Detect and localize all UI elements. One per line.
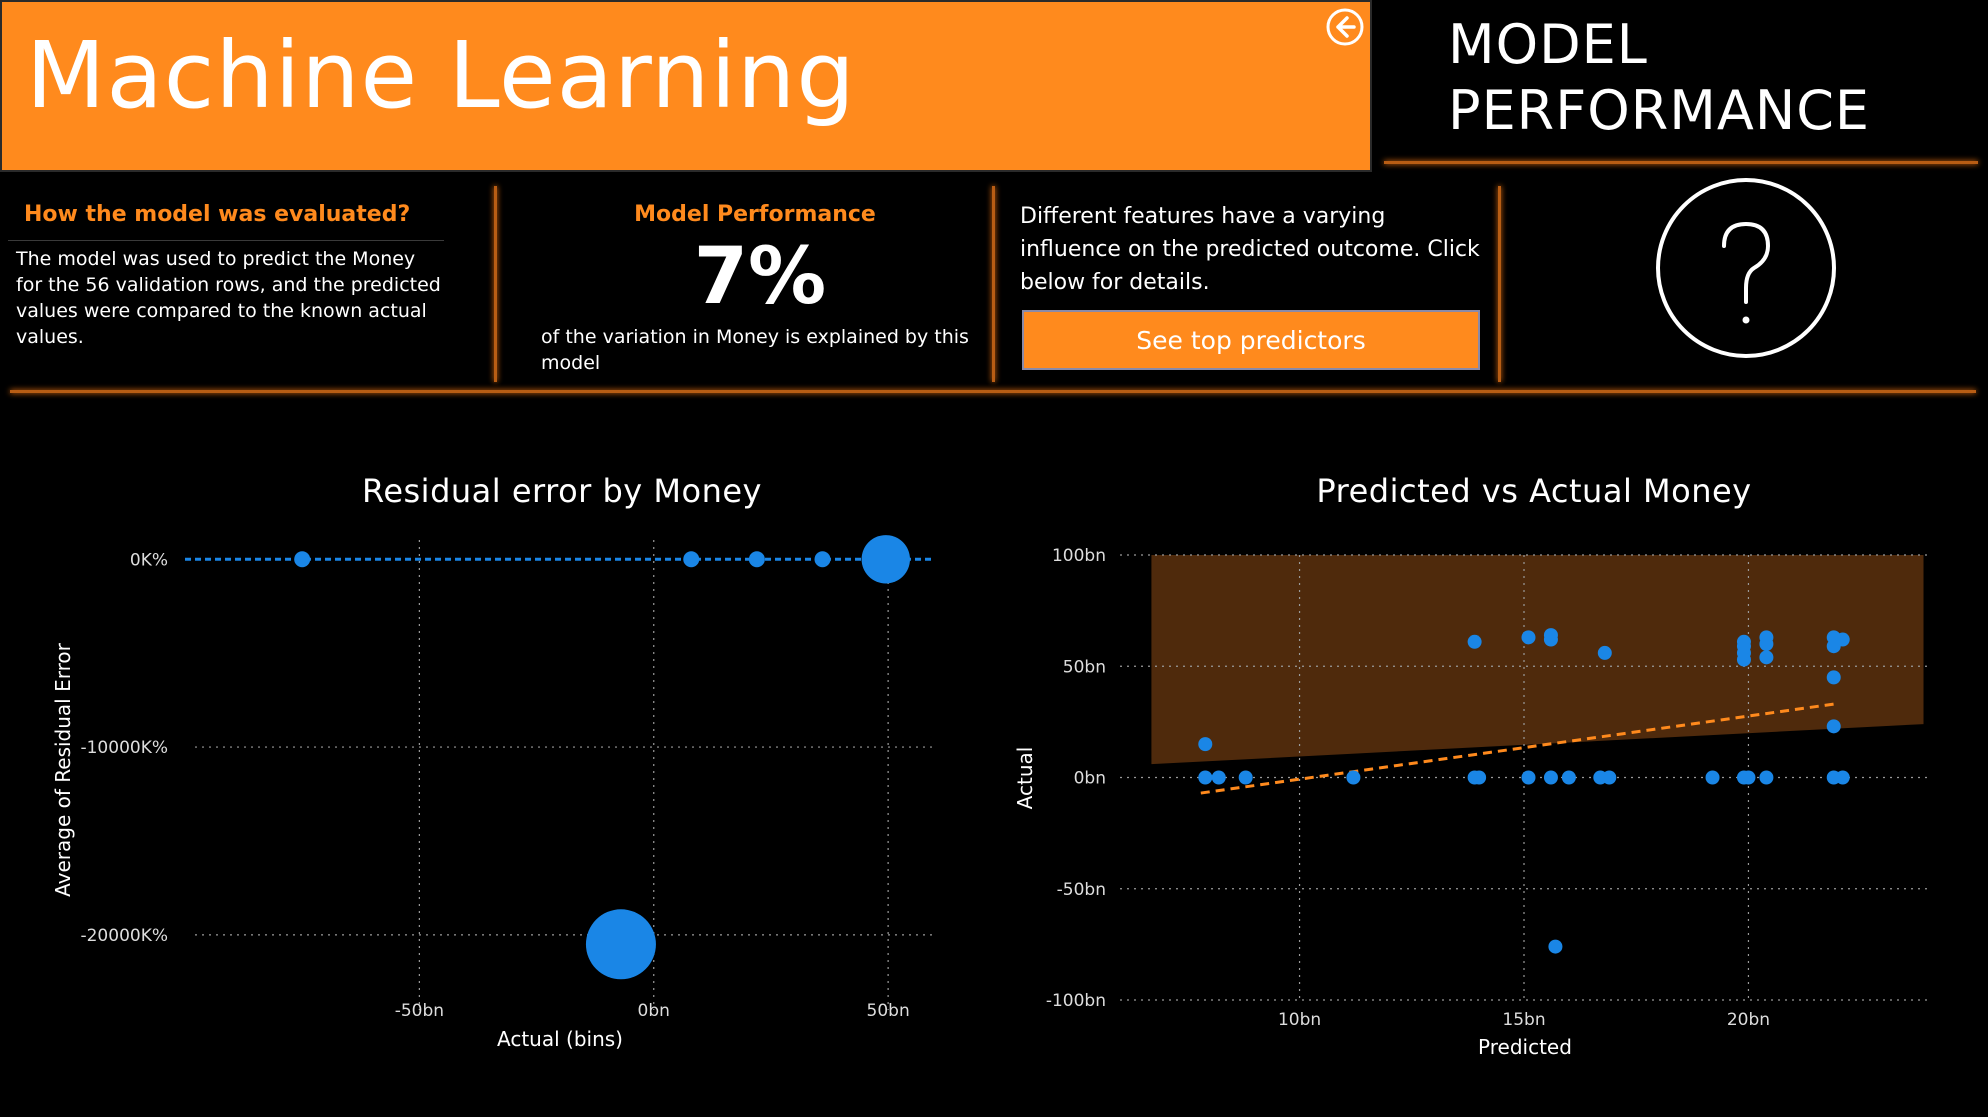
evaluation-text: The model was used to predict the Money … — [16, 248, 441, 348]
x-axis-label: Predicted — [1478, 1035, 1572, 1059]
x-tick-label: 50bn — [867, 1001, 910, 1021]
data-point — [1238, 770, 1253, 785]
data-point — [683, 551, 700, 568]
data-point — [1521, 630, 1536, 645]
data-point — [1759, 650, 1774, 665]
data-point — [1521, 770, 1536, 785]
y-tick-label: -100bn — [1046, 991, 1106, 1011]
data-point — [1705, 770, 1720, 785]
residual-error-chart: -50bn 0bn 50bn 0K% -10000K% -20000K% Actual (b… — [51, 535, 935, 1051]
y-tick-label: 50bn — [1063, 657, 1106, 677]
y-tick-label: -20000K% — [80, 926, 168, 946]
y-axis-label: Actual — [1013, 747, 1037, 810]
page-title: Machine Learning — [26, 22, 856, 129]
data-point — [294, 551, 311, 568]
y-tick-label: -50bn — [1057, 880, 1106, 900]
data-point — [1597, 645, 1612, 660]
x-axis-label: Actual (bins) — [497, 1027, 623, 1051]
x-tick-label: 10bn — [1278, 1010, 1321, 1030]
data-point — [1543, 770, 1558, 785]
data-point — [1198, 770, 1213, 785]
data-point — [748, 551, 765, 568]
data-point — [1741, 770, 1756, 785]
title-banner: Machine Learning — [0, 0, 1372, 172]
section-divider — [1384, 161, 1978, 164]
data-point — [1602, 770, 1617, 785]
data-point — [1736, 652, 1751, 667]
trend-line — [1200, 702, 1834, 795]
data-point — [1198, 737, 1213, 752]
data-point — [1561, 770, 1576, 785]
y-tick-label: -10000K% — [80, 738, 168, 758]
data-point — [814, 551, 831, 568]
x-tick-label: 0bn — [638, 1001, 670, 1021]
section-title: MODEL PERFORMANCE — [1448, 13, 1871, 142]
performance-caption: of the variation in Money is explained b… — [541, 326, 969, 374]
data-point — [1211, 770, 1226, 785]
data-point — [1759, 770, 1774, 785]
x-tick-label: -50bn — [395, 1001, 444, 1021]
card-divider — [494, 186, 497, 382]
x-tick-label: 15bn — [1502, 1010, 1545, 1030]
residual-chart-title: Residual error by Money — [362, 472, 762, 510]
y-axis-label: Average of Residual Error — [51, 642, 75, 896]
evaluation-title: How the model was evaluated? — [24, 202, 411, 227]
data-point — [1759, 637, 1774, 651]
section-divider — [10, 390, 1976, 393]
data-point — [1826, 639, 1841, 654]
y-tick-label: 0bn — [1074, 769, 1106, 789]
data-point — [1826, 670, 1841, 685]
question-mark-circle-icon[interactable] — [1654, 176, 1838, 360]
data-point — [1835, 770, 1850, 785]
performance-title: Model Performance — [634, 202, 876, 227]
y-tick-label: 0K% — [130, 550, 168, 570]
predicted-actual-chart-title: Predicted vs Actual Money — [1316, 472, 1752, 510]
x-tick-label: 20bn — [1727, 1010, 1770, 1030]
data-point — [861, 535, 910, 584]
performance-value: 7% — [693, 232, 827, 322]
prediction-band — [1151, 555, 1924, 765]
data-point — [1548, 939, 1563, 954]
data-point — [1472, 770, 1487, 785]
see-top-predictors-button[interactable]: See top predictors — [1022, 310, 1480, 370]
data-point — [1826, 719, 1841, 734]
card-divider — [992, 186, 995, 382]
card-divider — [1498, 186, 1501, 382]
arrow-left-circle-icon[interactable] — [1324, 6, 1366, 48]
predictors-text: Different features have a varying influe… — [1020, 204, 1480, 295]
y-tick-label: 100bn — [1052, 546, 1106, 566]
evaluation-divider — [8, 240, 444, 241]
predicted-vs-actual-chart: 10bn 15bn 20bn 100bn 50bn 0bn -50bn -100bn Predi… — [1013, 546, 1928, 1059]
data-point — [585, 909, 656, 980]
data-point — [1346, 770, 1361, 785]
data-point — [1467, 634, 1482, 649]
data-point — [1543, 632, 1558, 647]
